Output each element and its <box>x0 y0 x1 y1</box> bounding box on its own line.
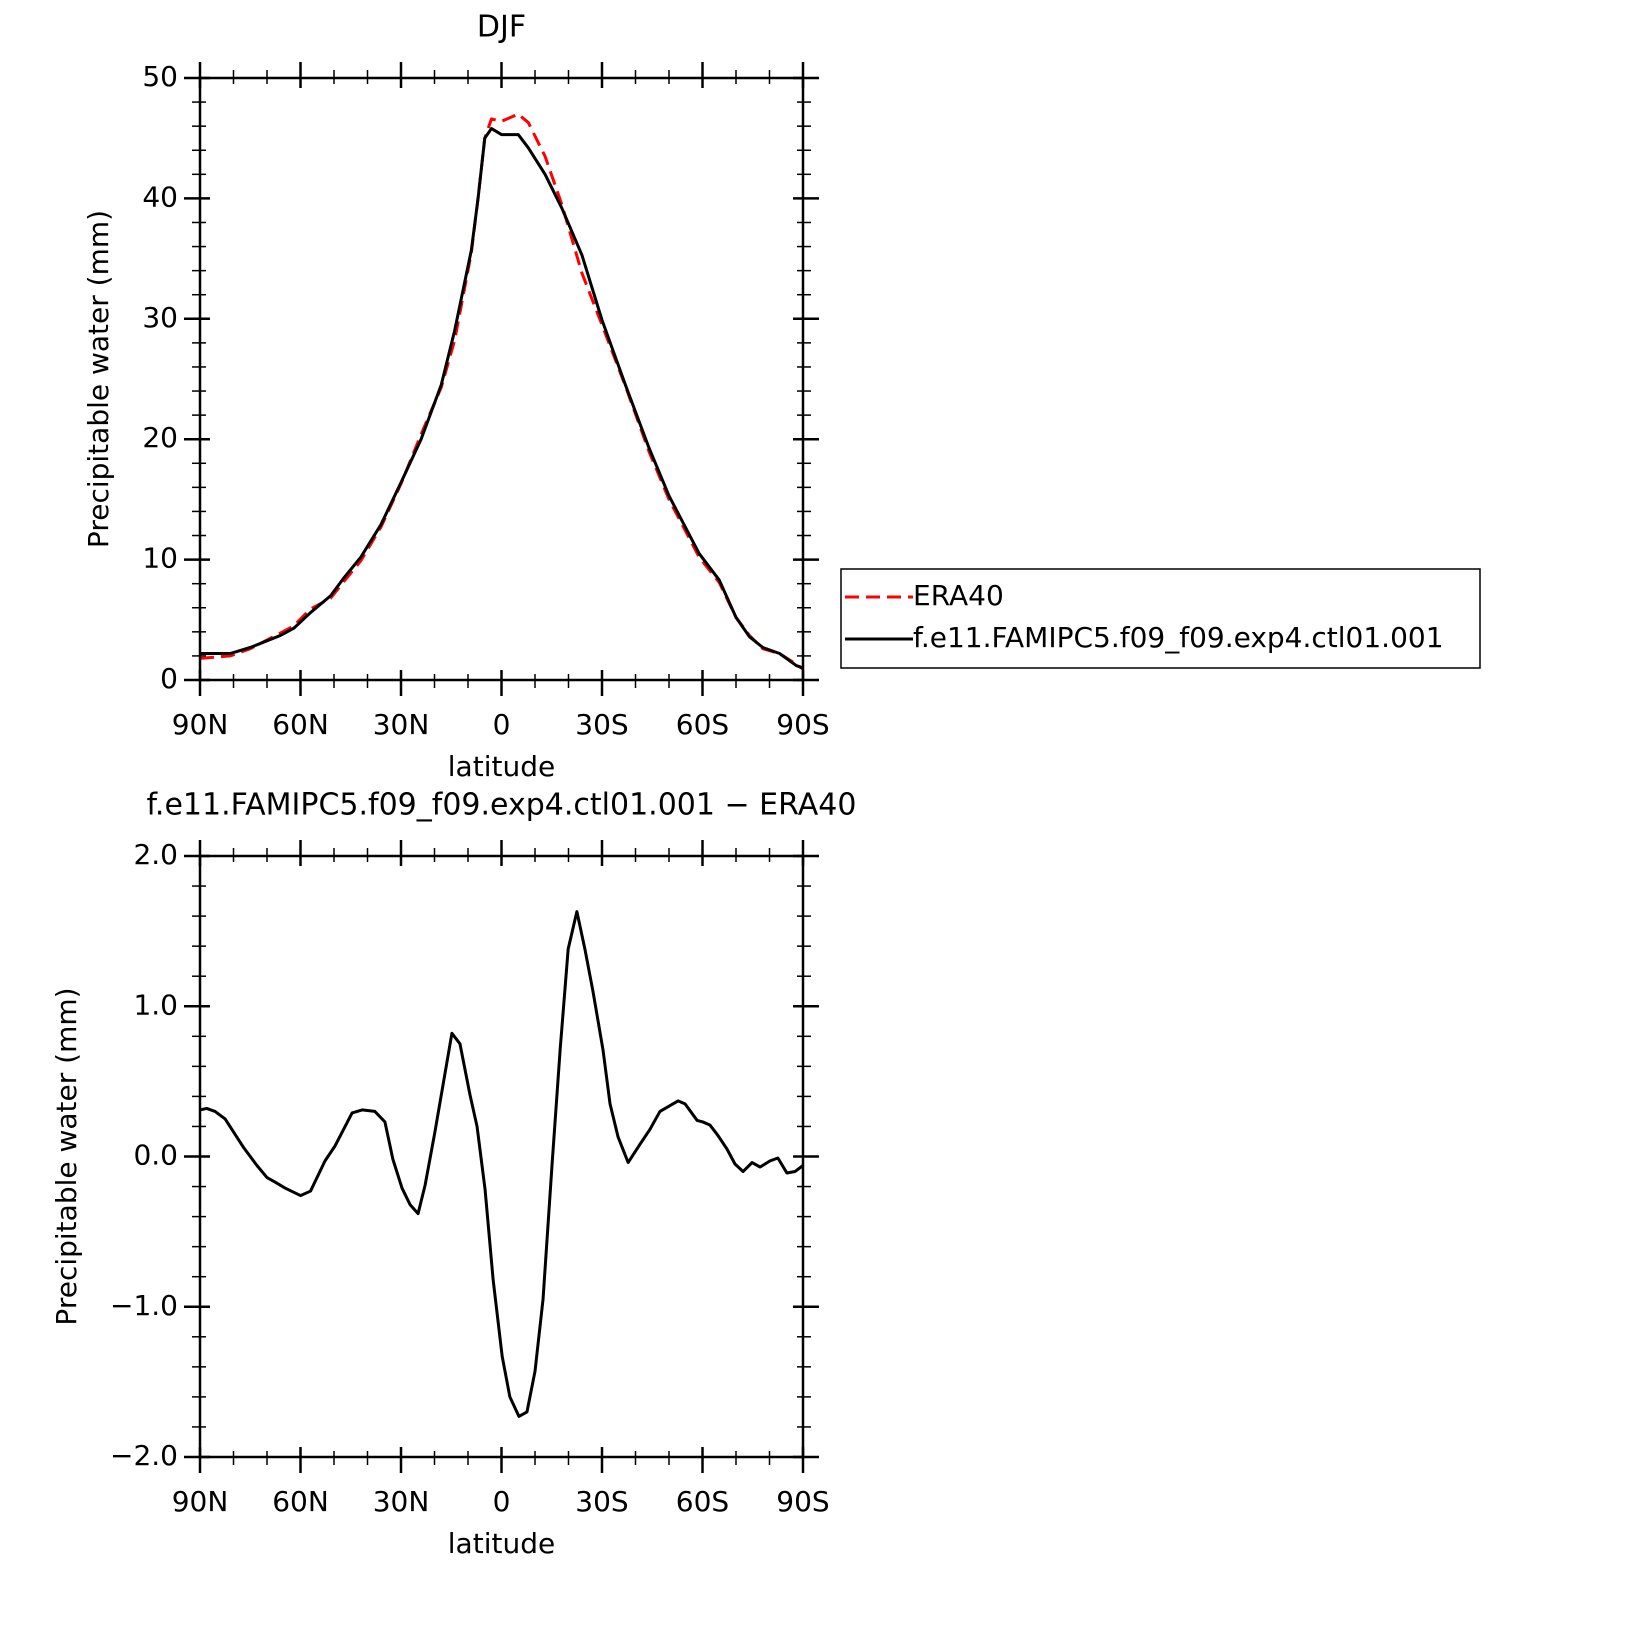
x-tick-label: 30N <box>373 708 430 741</box>
data-line <box>199 910 804 1418</box>
y-axis-label: Precipitable water (mm) <box>50 987 83 1325</box>
x-tick-label: 90S <box>776 708 829 741</box>
y-tick-label: 50 <box>142 60 178 93</box>
legend-label: ERA40 <box>913 579 1004 612</box>
y-tick-label: −2.0 <box>110 1439 178 1472</box>
y-tick-label: 40 <box>142 180 178 213</box>
y-tick-label: 10 <box>142 542 178 575</box>
x-tick-label: 60S <box>676 708 729 741</box>
x-tick-label: 90N <box>172 708 229 741</box>
legend-box <box>840 568 1481 669</box>
x-tick-label: 60S <box>676 1485 729 1518</box>
data-line <box>199 112 804 671</box>
y-tick-label: −1.0 <box>110 1289 178 1322</box>
x-tick-label: 0 <box>493 1485 511 1518</box>
plot-frame <box>198 76 805 682</box>
x-tick-label: 30S <box>575 1485 628 1518</box>
plot-frame <box>198 854 805 1459</box>
y-tick-label: 0 <box>160 662 178 695</box>
x-axis-label: latitude <box>448 1527 555 1560</box>
x-tick-label: 90N <box>172 1485 229 1518</box>
y-tick-label: 0.0 <box>133 1139 178 1172</box>
x-tick-label: 60N <box>272 1485 329 1518</box>
y-tick-label: 1.0 <box>133 988 178 1021</box>
x-tick-label: 30N <box>373 1485 430 1518</box>
x-tick-label: 60N <box>272 708 329 741</box>
x-axis-label: latitude <box>448 750 555 783</box>
y-tick-label: 2.0 <box>133 838 178 871</box>
data-line <box>200 127 804 670</box>
x-tick-label: 30S <box>575 708 628 741</box>
x-tick-label: 0 <box>493 708 511 741</box>
legend-label: f.e11.FAMIPC5.f09_f09.exp4.ctl01.001 <box>913 621 1444 654</box>
chart-title: f.e11.FAMIPC5.f09_f09.exp4.ctl01.001 − E… <box>147 788 857 823</box>
y-tick-label: 30 <box>142 301 178 334</box>
y-axis-label: Precipitable water (mm) <box>82 210 115 548</box>
legend: ERA40 f.e11.FAMIPC5.f09_f09.exp4.ctl01.00… <box>840 568 1481 669</box>
y-tick-label: 20 <box>142 421 178 454</box>
x-tick-label: 90S <box>776 1485 829 1518</box>
chart-title: DJF <box>477 10 526 45</box>
